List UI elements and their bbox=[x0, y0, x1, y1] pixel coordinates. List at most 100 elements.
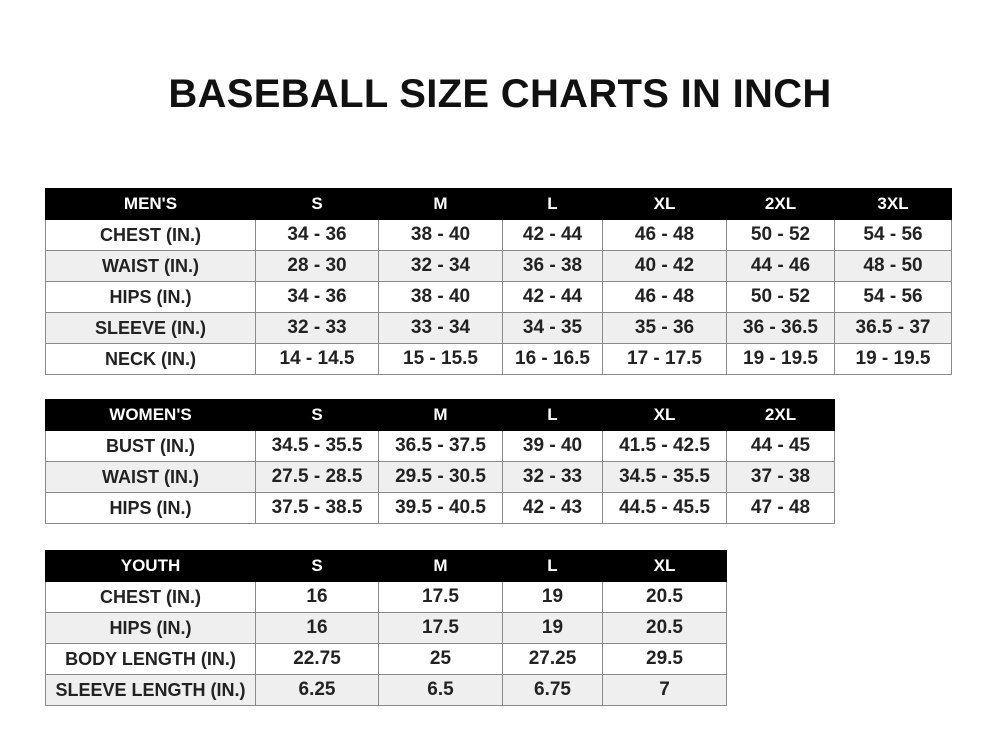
measurement-label: SLEEVE (IN.) bbox=[45, 312, 256, 344]
size-value: 6.25 bbox=[255, 674, 379, 706]
size-header: XL bbox=[602, 188, 727, 220]
measurement-label: CHEST (IN.) bbox=[45, 219, 256, 251]
size-value: 34.5 - 35.5 bbox=[602, 461, 727, 493]
measurement-label: CHEST (IN.) bbox=[45, 581, 256, 613]
table-row: BUST (IN.) 34.5 - 35.5 36.5 - 37.5 39 - 40 4… bbox=[45, 430, 835, 462]
measurement-label: WAIST (IN.) bbox=[45, 250, 256, 282]
table-row: HIPS (IN.) 37.5 - 38.5 39.5 - 40.5 42 - 43 4… bbox=[45, 492, 835, 524]
header-row: YOUTH S M L XL bbox=[45, 550, 727, 582]
size-value: 15 - 15.5 bbox=[378, 343, 503, 375]
size-value: 34 - 36 bbox=[255, 281, 379, 313]
size-value: 36.5 - 37 bbox=[834, 312, 952, 344]
size-value: 37 - 38 bbox=[726, 461, 835, 493]
size-value: 17.5 bbox=[378, 581, 503, 613]
size-value: 20.5 bbox=[602, 581, 727, 613]
size-value: 46 - 48 bbox=[602, 219, 727, 251]
size-value: 33 - 34 bbox=[378, 312, 503, 344]
size-value: 17.5 bbox=[378, 612, 503, 644]
table-row: WAIST (IN.) 28 - 30 32 - 34 36 - 38 40 - 42 4… bbox=[45, 250, 952, 282]
size-header: M bbox=[378, 399, 503, 431]
table-row: HIPS (IN.) 34 - 36 38 - 40 42 - 44 46 - 48 50… bbox=[45, 281, 952, 313]
size-value: 14 - 14.5 bbox=[255, 343, 379, 375]
measurement-label: HIPS (IN.) bbox=[45, 492, 256, 524]
size-value: 48 - 50 bbox=[834, 250, 952, 282]
measurement-label: WAIST (IN.) bbox=[45, 461, 256, 493]
size-value: 47 - 48 bbox=[726, 492, 835, 524]
size-value: 35 - 36 bbox=[602, 312, 727, 344]
size-value: 38 - 40 bbox=[378, 281, 503, 313]
size-value: 25 bbox=[378, 643, 503, 675]
table-row: BODY LENGTH (IN.) 22.75 25 27.25 29.5 bbox=[45, 643, 727, 675]
size-header: L bbox=[502, 550, 603, 582]
size-header: M bbox=[378, 550, 503, 582]
size-value: 19 bbox=[502, 612, 603, 644]
size-value: 28 - 30 bbox=[255, 250, 379, 282]
size-value: 34 - 35 bbox=[502, 312, 603, 344]
size-value: 50 - 52 bbox=[726, 219, 835, 251]
measurement-label: SLEEVE LENGTH (IN.) bbox=[45, 674, 256, 706]
size-value: 54 - 56 bbox=[834, 281, 952, 313]
size-value: 32 - 33 bbox=[502, 461, 603, 493]
header-row: WOMEN'S S M L XL 2XL bbox=[45, 399, 835, 431]
header-row: MEN'S S M L XL 2XL 3XL bbox=[45, 188, 952, 220]
size-value: 20.5 bbox=[602, 612, 727, 644]
size-header: 2XL bbox=[726, 399, 835, 431]
size-value: 32 - 34 bbox=[378, 250, 503, 282]
size-value: 16 - 16.5 bbox=[502, 343, 603, 375]
size-value: 44.5 - 45.5 bbox=[602, 492, 727, 524]
size-header: L bbox=[502, 188, 603, 220]
size-header: XL bbox=[602, 399, 727, 431]
size-value: 36.5 - 37.5 bbox=[378, 430, 503, 462]
size-value: 22.75 bbox=[255, 643, 379, 675]
size-value: 42 - 43 bbox=[502, 492, 603, 524]
size-value: 44 - 45 bbox=[726, 430, 835, 462]
size-value: 7 bbox=[602, 674, 727, 706]
size-header: S bbox=[255, 399, 379, 431]
table-row: CHEST (IN.) 34 - 36 38 - 40 42 - 44 46 - 48 5… bbox=[45, 219, 952, 251]
size-value: 17 - 17.5 bbox=[602, 343, 727, 375]
table-row: NECK (IN.) 14 - 14.5 15 - 15.5 16 - 16.5 17 … bbox=[45, 343, 952, 375]
mens-size-table: MEN'S S M L XL 2XL 3XL CHEST (IN.) 34 - 36 38 - 4… bbox=[45, 188, 952, 375]
table-row: CHEST (IN.) 16 17.5 19 20.5 bbox=[45, 581, 727, 613]
measurement-label: BUST (IN.) bbox=[45, 430, 256, 462]
measurement-label: BODY LENGTH (IN.) bbox=[45, 643, 256, 675]
category-header: YOUTH bbox=[45, 550, 256, 582]
size-value: 16 bbox=[255, 581, 379, 613]
size-value: 34 - 36 bbox=[255, 219, 379, 251]
size-value: 50 - 52 bbox=[726, 281, 835, 313]
size-value: 41.5 - 42.5 bbox=[602, 430, 727, 462]
size-value: 37.5 - 38.5 bbox=[255, 492, 379, 524]
size-header: S bbox=[255, 550, 379, 582]
size-header: M bbox=[378, 188, 503, 220]
table-row: SLEEVE LENGTH (IN.) 6.25 6.5 6.75 7 bbox=[45, 674, 727, 706]
measurement-label: NECK (IN.) bbox=[45, 343, 256, 375]
table-row: WAIST (IN.) 27.5 - 28.5 29.5 - 30.5 32 - 33… bbox=[45, 461, 835, 493]
category-header: MEN'S bbox=[45, 188, 256, 220]
size-value: 29.5 - 30.5 bbox=[378, 461, 503, 493]
measurement-label: HIPS (IN.) bbox=[45, 612, 256, 644]
size-value: 38 - 40 bbox=[378, 219, 503, 251]
youth-size-table: YOUTH S M L XL CHEST (IN.) 16 17.5 19 20.5 HIPS (I… bbox=[45, 550, 727, 706]
size-value: 36 - 38 bbox=[502, 250, 603, 282]
page-title: BASEBALL SIZE CHARTS IN INCH bbox=[168, 72, 832, 116]
size-value: 6.75 bbox=[502, 674, 603, 706]
table-row: HIPS (IN.) 16 17.5 19 20.5 bbox=[45, 612, 727, 644]
size-value: 16 bbox=[255, 612, 379, 644]
table-row: SLEEVE (IN.) 32 - 33 33 - 34 34 - 35 35 - 36… bbox=[45, 312, 952, 344]
size-value: 40 - 42 bbox=[602, 250, 727, 282]
size-value: 29.5 bbox=[602, 643, 727, 675]
size-value: 6.5 bbox=[378, 674, 503, 706]
size-header: XL bbox=[602, 550, 727, 582]
size-value: 27.25 bbox=[502, 643, 603, 675]
measurement-label: HIPS (IN.) bbox=[45, 281, 256, 313]
size-value: 46 - 48 bbox=[602, 281, 727, 313]
size-value: 19 - 19.5 bbox=[834, 343, 952, 375]
size-header: 2XL bbox=[726, 188, 835, 220]
size-header: 3XL bbox=[834, 188, 952, 220]
size-value: 54 - 56 bbox=[834, 219, 952, 251]
size-value: 36 - 36.5 bbox=[726, 312, 835, 344]
size-value: 34.5 - 35.5 bbox=[255, 430, 379, 462]
size-value: 39 - 40 bbox=[502, 430, 603, 462]
size-value: 27.5 - 28.5 bbox=[255, 461, 379, 493]
womens-size-table: WOMEN'S S M L XL 2XL BUST (IN.) 34.5 - 35.5 36.5… bbox=[45, 399, 835, 524]
